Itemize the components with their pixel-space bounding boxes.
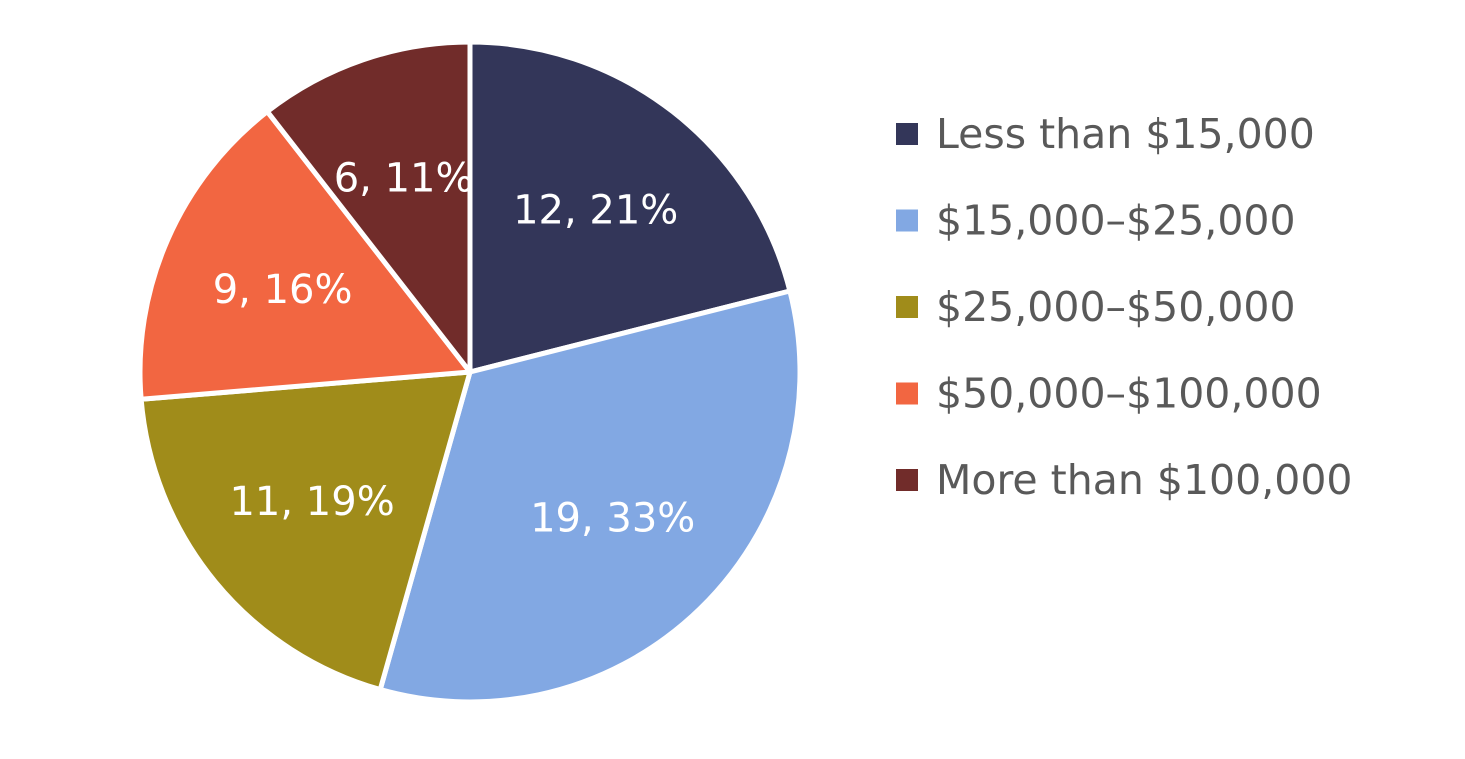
legend-label-2: $15,000–$25,000 <box>936 197 1296 245</box>
pie-data-labels: 12, 21% 19, 33% 11, 19% 9, 16% 6, 11% <box>213 156 696 542</box>
legend-label-1: Less than $15,000 <box>936 110 1315 158</box>
pie-slice-1 <box>467 39 793 375</box>
legend-label-5: More than $100,000 <box>936 456 1353 504</box>
pie-slices <box>137 39 803 705</box>
pie-data-label-3: 11, 19% <box>229 479 394 525</box>
pie-slice-3 <box>138 369 473 693</box>
pie-data-label-5: 6, 11% <box>334 156 474 202</box>
pie-data-label-2: 19, 33% <box>530 496 695 542</box>
legend-swatch-2 <box>896 209 918 232</box>
pie-slice-4 <box>137 109 473 402</box>
legend-swatch-5 <box>896 469 918 491</box>
legend: Less than $15,000 $15,000–$25,000 $25,000–… <box>896 110 1353 504</box>
legend-swatch-4 <box>896 382 918 405</box>
legend-swatch-3 <box>896 296 918 318</box>
legend-label-3: $25,000–$50,000 <box>936 283 1296 331</box>
legend-swatch-1 <box>896 123 918 145</box>
pie-slice-5 <box>264 39 473 375</box>
pie-data-label-1: 12, 21% <box>513 188 678 234</box>
pie-slice-2 <box>377 288 803 705</box>
pie-data-label-4: 9, 16% <box>213 267 353 313</box>
legend-label-4: $50,000–$100,000 <box>936 370 1322 418</box>
